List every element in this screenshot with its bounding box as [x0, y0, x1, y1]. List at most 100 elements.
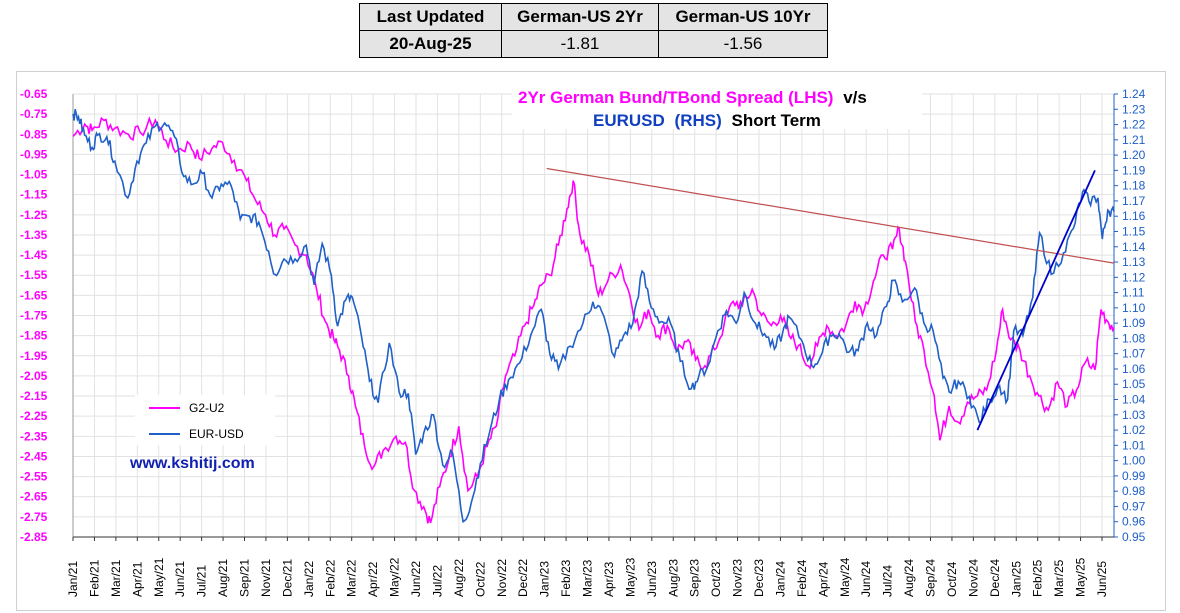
right-tick-label: 0.99 [1122, 469, 1146, 483]
left-tick-label: -1.75 [20, 309, 48, 323]
left-tick-label: -2.45 [20, 449, 48, 463]
left-tick-label: -0.75 [20, 107, 48, 121]
right-tick-label: 1.02 [1122, 423, 1146, 437]
x-tick-label: Nov/24 [966, 559, 980, 597]
title-rhs-text: (RHS) [675, 111, 722, 130]
x-tick-label: Oct/22 [473, 561, 487, 597]
chart-title-line1: 2Yr German Bund/TBond Spread (LHS) v/s [518, 88, 867, 107]
right-tick-label: 1.00 [1122, 454, 1146, 468]
right-tick-label: 1.11 [1122, 286, 1145, 300]
right-tick-label: 1.14 [1122, 240, 1146, 254]
x-tick-label: Mar/22 [345, 559, 359, 597]
left-axis: -0.65 -0.75 -0.85 -0.95 -1.05 -1.15 -1.25 -1.35… [20, 87, 74, 544]
x-tick-label: Mar/25 [1052, 559, 1066, 597]
right-tick-label: 1.03 [1122, 408, 1146, 422]
x-tick-label: Nov/23 [731, 559, 745, 597]
summary-header-row: Last Updated German-US 2Yr German-US 10Y… [359, 3, 828, 31]
x-tick-label: Oct/24 [945, 561, 959, 597]
x-tick-label: Dec/22 [516, 559, 530, 597]
chart-frame: -0.65 -0.75 -0.85 -0.95 -1.05 -1.15 -1.25 -1.35… [16, 71, 1166, 611]
left-tick-label: -0.85 [20, 127, 48, 141]
left-tick-label: -2.35 [20, 429, 48, 443]
series-line-g2u2 [72, 116, 1115, 524]
header-last-updated: Last Updated [359, 3, 502, 31]
right-tick-label: 1.20 [1122, 148, 1146, 162]
left-tick-label: -2.25 [20, 409, 48, 423]
right-tick-label: 0.97 [1122, 499, 1146, 513]
title-background [512, 85, 922, 129]
right-tick-label: 1.16 [1122, 209, 1146, 223]
eurusd-trend-line [976, 170, 1096, 431]
right-axis: 1.241.23 1.221.211.201.19 1.181.171.161.15… [1113, 87, 1146, 544]
x-tick-label: Sep/24 [924, 559, 938, 597]
right-tick-label: 1.05 [1122, 377, 1146, 391]
x-tick-label: Jul/21 [195, 565, 209, 597]
watermark-text: www.kshitij.com [129, 455, 255, 472]
left-tick-label: -2.05 [20, 369, 48, 383]
left-tick-label: -0.65 [20, 87, 48, 101]
title-spread-text: 2Yr German Bund/TBond Spread (LHS) [518, 88, 833, 107]
x-tick-label: Jun/25 [1095, 561, 1109, 597]
left-tick-label: -1.25 [20, 208, 48, 222]
x-tick-label: Apr/24 [816, 561, 830, 597]
x-tick-label: Jul/22 [430, 565, 444, 597]
x-tick-label: Mar/21 [109, 559, 123, 597]
x-tick-label: Feb/24 [795, 559, 809, 597]
x-tick-label: Jan/24 [773, 561, 787, 597]
right-tick-label: 1.23 [1122, 102, 1146, 116]
right-tick-label: 1.06 [1122, 362, 1146, 376]
right-tick-label: 1.18 [1122, 179, 1146, 193]
x-axis: Jan/21 Feb/21 Mar/21 Apr/21 May/21 Jun/21 Jul/… [66, 536, 1114, 597]
right-tick-label: 1.08 [1122, 331, 1146, 345]
header-german-us-2yr: German-US 2Yr [501, 3, 659, 31]
chart-title-line2: EURUSD (RHS) Short Term [593, 111, 821, 130]
x-tick-label: Feb/23 [559, 559, 573, 597]
spread-vs-eurusd-chart: -0.65 -0.75 -0.85 -0.95 -1.05 -1.15 -1.25 -1.35… [20, 85, 1146, 597]
value-german-us-10yr: -1.56 [658, 30, 828, 58]
left-tick-label: -1.05 [20, 168, 48, 182]
series-layer [72, 109, 1115, 524]
right-tick-label: 1.09 [1122, 316, 1146, 330]
x-tick-label: Feb/22 [323, 559, 337, 597]
x-tick-label: Mar/23 [581, 559, 595, 597]
x-tick-label: Nov/22 [495, 559, 509, 597]
value-german-us-2yr: -1.81 [501, 30, 659, 58]
left-tick-label: -2.65 [20, 490, 48, 504]
header-german-us-10yr: German-US 10Yr [658, 3, 828, 31]
left-tick-label: -1.65 [20, 288, 48, 302]
left-tick-label: -1.85 [20, 329, 48, 343]
x-tick-label: Aug/21 [216, 559, 230, 597]
legend-label-eurusd: EUR-USD [189, 427, 244, 441]
legend-box [135, 395, 275, 445]
right-tick-label: 1.21 [1122, 133, 1146, 147]
x-tick-label: May/23 [623, 557, 637, 597]
x-tick-label: Jun/21 [173, 561, 187, 597]
x-tick-label: Sep/21 [238, 559, 252, 597]
left-tick-label: -1.95 [20, 349, 48, 363]
summary-table: Last Updated German-US 2Yr German-US 10Y… [359, 3, 828, 58]
x-tick-label: Dec/23 [752, 559, 766, 597]
x-tick-label: May/24 [838, 557, 852, 597]
series-line-eurusd [72, 109, 1115, 524]
summary-value-row: 20-Aug-25 -1.81 -1.56 [359, 30, 828, 58]
left-tick-label: -1.15 [20, 188, 48, 202]
right-tick-label: 1.07 [1122, 347, 1146, 361]
title-eurusd-text: EURUSD [593, 111, 665, 130]
x-tick-label: May/22 [388, 557, 402, 597]
x-tick-label: Dec/24 [988, 559, 1002, 597]
right-tick-label: 1.15 [1122, 224, 1146, 238]
left-tick-label: -2.75 [20, 510, 48, 524]
right-tick-label: 0.98 [1122, 484, 1146, 498]
left-tick-label: -0.95 [20, 147, 48, 161]
right-tick-label: 1.22 [1122, 118, 1146, 132]
x-tick-label: Jan/23 [538, 561, 552, 597]
x-tick-label: Apr/21 [130, 561, 144, 597]
left-tick-label: -2.85 [20, 530, 48, 544]
right-tick-label: 1.10 [1122, 301, 1146, 315]
x-tick-label: Jan/22 [302, 561, 316, 597]
x-tick-label: Jun/24 [859, 561, 873, 597]
x-tick-label: Dec/21 [280, 559, 294, 597]
x-tick-label: Jul/24 [881, 565, 895, 597]
right-tick-label: 1.17 [1122, 194, 1146, 208]
left-tick-label: -1.45 [20, 248, 48, 262]
